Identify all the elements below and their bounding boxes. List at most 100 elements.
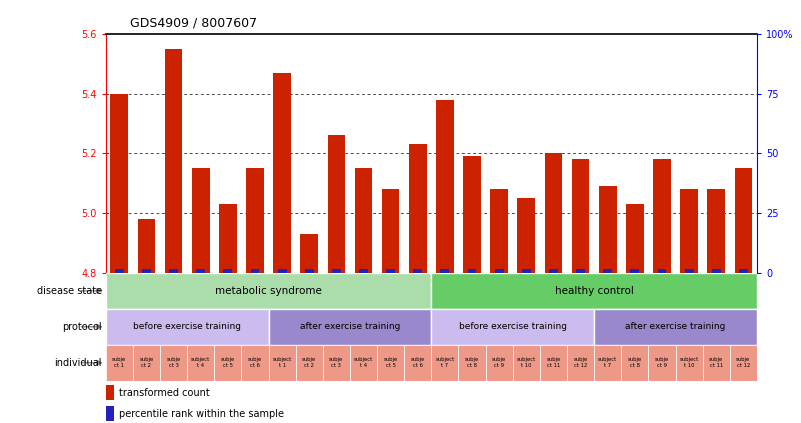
Text: GSM1070459: GSM1070459 — [550, 273, 557, 320]
Bar — [549, 269, 557, 273]
Bar — [142, 269, 151, 273]
Bar — [165, 49, 183, 273]
Text: subje
ct 11: subje ct 11 — [709, 357, 723, 368]
Text: subje
ct 12: subje ct 12 — [736, 357, 751, 368]
Bar — [675, 345, 702, 381]
Bar — [653, 159, 670, 273]
Text: GSM1070458: GSM1070458 — [686, 273, 692, 320]
Bar — [323, 345, 350, 381]
Text: GDS4909 / 8007607: GDS4909 / 8007607 — [130, 16, 257, 30]
Bar — [273, 73, 291, 273]
Text: GSM1070439: GSM1070439 — [116, 273, 123, 320]
Bar — [594, 345, 622, 381]
Text: GSM1070457: GSM1070457 — [523, 273, 529, 320]
Bar — [219, 204, 236, 273]
Bar — [707, 189, 725, 273]
Bar — [377, 345, 405, 381]
Bar — [522, 269, 531, 273]
Text: GSM1070449: GSM1070449 — [252, 273, 258, 320]
Bar — [328, 135, 345, 273]
Text: subje
ct 8: subje ct 8 — [628, 357, 642, 368]
Bar — [567, 345, 594, 381]
Bar — [413, 269, 422, 273]
Text: subje
ct 3: subje ct 3 — [167, 357, 181, 368]
Bar — [431, 273, 757, 309]
Text: before exercise training: before exercise training — [459, 322, 567, 331]
Bar — [495, 269, 504, 273]
Bar — [702, 345, 730, 381]
Bar — [594, 309, 757, 345]
Text: subje
ct 8: subje ct 8 — [465, 357, 479, 368]
Bar — [138, 219, 155, 273]
Text: GSM1070447: GSM1070447 — [225, 273, 231, 320]
Text: subje
ct 9: subje ct 9 — [492, 357, 506, 368]
Text: GSM1070455: GSM1070455 — [496, 273, 502, 320]
Text: subject
t 7: subject t 7 — [598, 357, 618, 368]
Text: subje
ct 5: subje ct 5 — [384, 357, 398, 368]
Bar — [106, 345, 133, 381]
Bar — [735, 168, 752, 273]
Text: GSM1070462: GSM1070462 — [740, 273, 747, 320]
Text: disease state: disease state — [37, 286, 102, 296]
Text: individual: individual — [54, 358, 102, 368]
Text: subje
ct 1: subje ct 1 — [112, 357, 127, 368]
Bar — [214, 345, 241, 381]
Bar — [382, 189, 400, 273]
Bar — [458, 345, 485, 381]
Text: GSM1070440: GSM1070440 — [279, 273, 285, 320]
Text: before exercise training: before exercise training — [133, 322, 241, 331]
Text: GSM1070441: GSM1070441 — [143, 273, 150, 320]
Bar — [359, 269, 368, 273]
Bar — [739, 269, 748, 273]
Text: GSM1070454: GSM1070454 — [632, 273, 638, 320]
Text: protocol: protocol — [62, 322, 102, 332]
Bar — [187, 345, 214, 381]
Text: GSM1070442: GSM1070442 — [306, 273, 312, 320]
Bar — [160, 345, 187, 381]
Bar — [350, 345, 377, 381]
Bar — [485, 345, 513, 381]
Bar — [111, 93, 128, 273]
Bar — [296, 345, 323, 381]
Text: GSM1070450: GSM1070450 — [415, 273, 421, 320]
Text: GSM1070456: GSM1070456 — [659, 273, 665, 320]
Text: GSM1070451: GSM1070451 — [442, 273, 448, 320]
Bar — [576, 269, 585, 273]
Text: GSM1070453: GSM1070453 — [469, 273, 475, 320]
Bar — [540, 345, 567, 381]
Bar — [196, 269, 205, 273]
Text: healthy control: healthy control — [555, 286, 634, 296]
Bar — [463, 157, 481, 273]
Bar — [490, 189, 508, 273]
Bar — [251, 269, 260, 273]
Bar — [106, 406, 114, 421]
Text: subje
ct 11: subje ct 11 — [546, 357, 561, 368]
Bar — [545, 154, 562, 273]
Bar — [468, 269, 477, 273]
Text: subject
t 10: subject t 10 — [679, 357, 698, 368]
Text: after exercise training: after exercise training — [300, 322, 400, 331]
Bar — [626, 204, 644, 273]
Text: subject
t 10: subject t 10 — [517, 357, 536, 368]
Bar — [680, 189, 698, 273]
Text: GSM1070444: GSM1070444 — [333, 273, 340, 320]
Bar — [133, 345, 160, 381]
Bar — [241, 345, 268, 381]
Bar — [431, 309, 594, 345]
Bar — [106, 309, 268, 345]
Bar — [630, 269, 639, 273]
Bar — [115, 269, 123, 273]
Text: GSM1070452: GSM1070452 — [605, 273, 610, 320]
Text: metabolic syndrome: metabolic syndrome — [215, 286, 322, 296]
Text: transformed count: transformed count — [119, 387, 209, 398]
Bar — [246, 168, 264, 273]
Text: GSM1070460: GSM1070460 — [713, 273, 719, 320]
Text: GSM1070461: GSM1070461 — [578, 273, 584, 320]
Text: subject
t 4: subject t 4 — [191, 357, 211, 368]
Text: GSM1070445: GSM1070445 — [198, 273, 203, 320]
Text: GSM1070448: GSM1070448 — [388, 273, 393, 320]
Bar — [300, 234, 318, 273]
Bar — [436, 99, 453, 273]
Bar — [517, 198, 535, 273]
Text: after exercise training: after exercise training — [626, 322, 726, 331]
